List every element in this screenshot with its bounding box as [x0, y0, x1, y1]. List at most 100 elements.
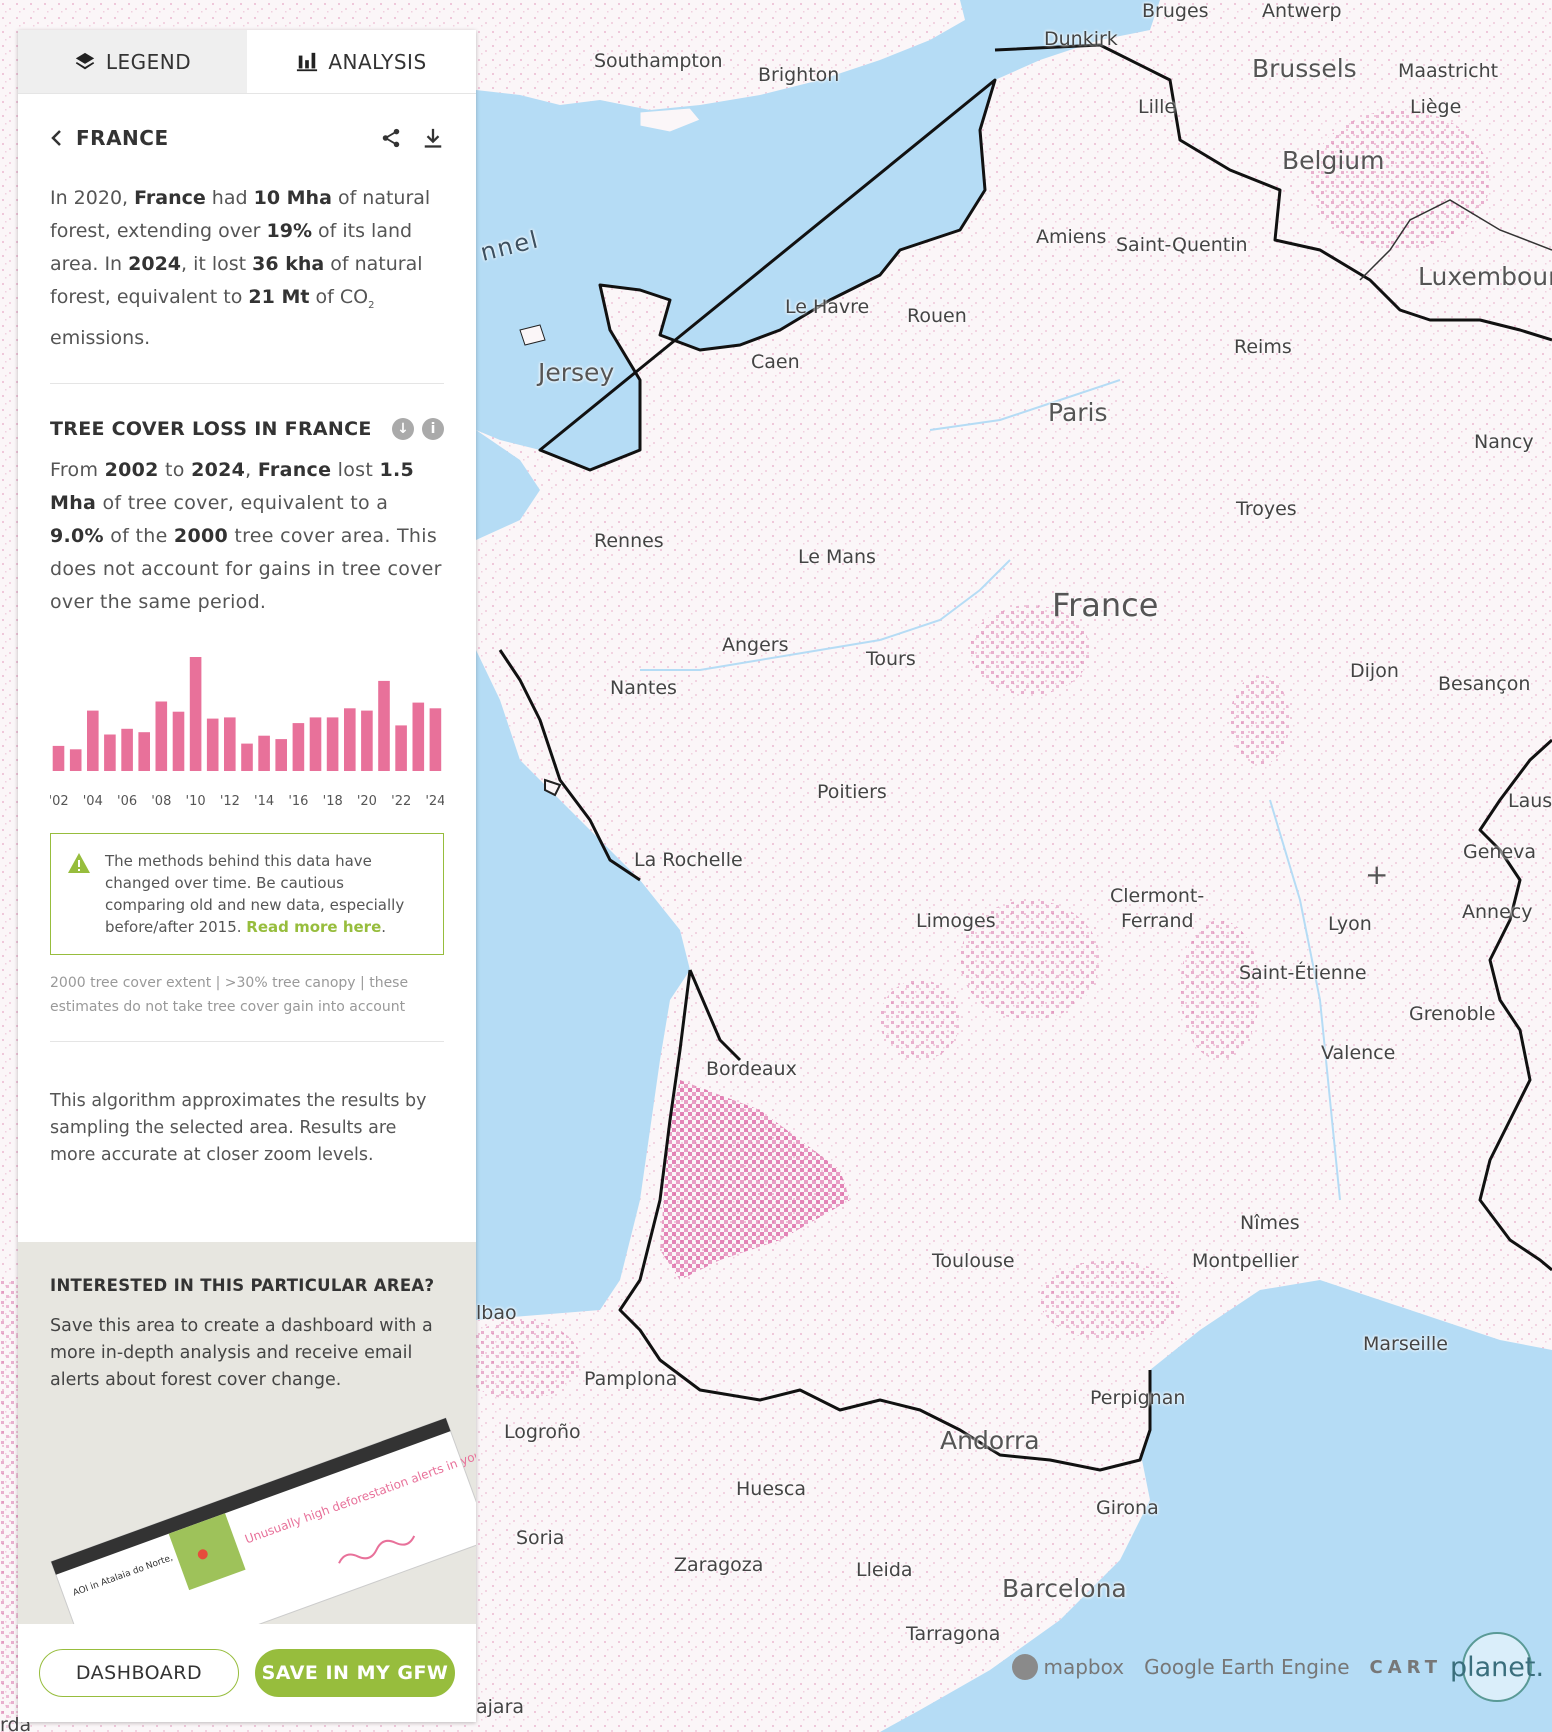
map-place-label: Troyes: [1236, 498, 1297, 520]
map-place-label: Besançon: [1438, 673, 1531, 695]
map-attribution: mapbox Google Earth Engine CART planet.: [1011, 1632, 1544, 1702]
chart-bar-2002[interactable]: [52, 745, 65, 771]
map-place-label: lbao: [476, 1302, 517, 1324]
chart-bar-2015[interactable]: [275, 738, 287, 771]
tab-legend[interactable]: LEGEND: [18, 30, 247, 93]
dashboard-button[interactable]: DASHBOARD: [39, 1649, 239, 1697]
layers-icon: [75, 52, 95, 69]
chart-bar-2003[interactable]: [69, 749, 82, 771]
map-place-label: Maastricht: [1398, 60, 1499, 82]
chart-bar-2024[interactable]: [429, 708, 442, 771]
chevron-left-icon: [51, 130, 61, 146]
save-in-my-gfw-button[interactable]: SAVE IN MY GFW: [255, 1649, 455, 1697]
chart-bar-2012[interactable]: [224, 717, 236, 771]
chart-tick-label: '22: [391, 794, 411, 809]
chart-bar-2017[interactable]: [309, 717, 322, 771]
save-area-promo: INTERESTED IN THIS PARTICULAR AREA? Save…: [18, 1242, 476, 1624]
chart-bar-2018[interactable]: [326, 717, 339, 771]
map-place-label: Saint-Étienne: [1239, 962, 1367, 984]
widget-sentence: From 2002 to 2024, France lost 1.5 Mha o…: [50, 458, 442, 613]
map-place-label: Zaragoza: [674, 1554, 764, 1576]
bar-chart-icon: [297, 52, 318, 71]
tab-analysis[interactable]: ANALYSIS: [247, 30, 476, 93]
map-place-label: Dunkirk: [1044, 28, 1118, 50]
chart-bar-2006[interactable]: [121, 728, 133, 771]
map-place-label: Ferrand: [1121, 910, 1194, 932]
chart-tick-label: '02: [50, 794, 69, 809]
panel-actions: DASHBOARD SAVE IN MY GFW: [18, 1624, 476, 1722]
map-place-label: Saint-Quentin: [1116, 234, 1248, 256]
map-place-label: Huesca: [736, 1478, 807, 1500]
map-place-label: Laus: [1508, 790, 1552, 812]
read-more-link[interactable]: Read more here: [246, 917, 382, 936]
chart-bar-2008[interactable]: [155, 701, 168, 771]
map-place-label: ajara: [476, 1696, 525, 1718]
map-place-label: Toulouse: [932, 1250, 1015, 1272]
map-place-label: Le Mans: [798, 546, 876, 568]
chart-bar-2011[interactable]: [206, 718, 219, 771]
share-icon[interactable]: [380, 127, 402, 149]
divider: [50, 1040, 444, 1042]
chart-tick-label: '16: [288, 794, 308, 809]
map-place-label: Nîmes: [1240, 1212, 1300, 1234]
mapbox-logo[interactable]: mapbox: [1011, 1654, 1125, 1680]
chart-tick-label: '06: [117, 794, 137, 809]
dashboard-preview-illustration: Unusually high deforestation alerts in y…: [50, 1413, 476, 1624]
map-place-label: Bruges: [1142, 0, 1209, 22]
map-place-label: Antwerp: [1262, 0, 1342, 22]
chart-bar-2016[interactable]: [292, 722, 305, 771]
map-crosshair-icon: +: [1365, 858, 1389, 891]
map-place-label: Lille: [1138, 96, 1177, 118]
map-place-label: Angers: [722, 634, 789, 656]
chart-tick-label: '20: [357, 794, 377, 809]
tree-cover-loss-chart[interactable]: '02 '04 '06 '08 '10 '12 '14 '16 '18 '20 '22 '24: [50, 641, 444, 811]
map-place-label: Perpignan: [1090, 1387, 1186, 1409]
map-place-label: Jersey: [538, 358, 615, 387]
planet-logo[interactable]: planet.: [1450, 1632, 1544, 1702]
data-warning-box: The methods behind this data have change…: [50, 832, 444, 955]
tab-legend-label: LEGEND: [105, 49, 192, 74]
chart-bar-2021[interactable]: [378, 680, 390, 771]
map-place-label: Geneva: [1463, 841, 1537, 863]
map-place-label: Girona: [1096, 1497, 1159, 1519]
map-place-label: Lleida: [856, 1559, 913, 1581]
chart-tick-label: '08: [151, 794, 171, 809]
map-place-label: Luxembour: [1418, 262, 1552, 291]
chart-bar-2007[interactable]: [138, 731, 150, 771]
info-icon[interactable]: i: [422, 417, 444, 440]
map-place-label: La Rochelle: [634, 849, 743, 871]
panel-tabs: LEGEND ANALYSIS: [18, 30, 476, 94]
map-place-label: France: [1052, 586, 1159, 624]
download-icon[interactable]: [422, 127, 444, 149]
map-place-label: Valence: [1321, 1042, 1396, 1064]
chart-bar-2004[interactable]: [87, 710, 99, 771]
map-place-label: Le Havre: [785, 296, 870, 318]
chart-bar-2020[interactable]: [361, 710, 373, 771]
back-button[interactable]: FRANCE: [50, 126, 169, 150]
widget-download-icon[interactable]: ↓: [392, 417, 414, 440]
promo-text: Save this area to create a dashboard wit…: [50, 1316, 433, 1390]
mapbox-label: mapbox: [1043, 1655, 1125, 1679]
map-place-label: Montpellier: [1192, 1250, 1299, 1272]
chart-tick-label: '10: [186, 794, 206, 809]
map-place-label: Brussels: [1252, 54, 1357, 83]
chart-bar-2019[interactable]: [344, 708, 356, 771]
map-place-label: Rouen: [907, 305, 967, 327]
chart-bar-2022[interactable]: [395, 725, 407, 771]
warning-text: The methods behind this data have change…: [105, 851, 405, 936]
carto-logo[interactable]: CART: [1369, 1656, 1442, 1678]
chart-bar-2023[interactable]: [412, 702, 425, 771]
chart-bar-2005[interactable]: [104, 734, 116, 771]
tab-analysis-label: ANALYSIS: [328, 49, 427, 74]
map-place-label: Marseille: [1363, 1333, 1448, 1355]
map-place-label: Grenoble: [1409, 1003, 1496, 1025]
chart-bar-2014[interactable]: [258, 735, 270, 771]
chart-bar-2009[interactable]: [172, 711, 185, 771]
chart-bar-2013[interactable]: [241, 743, 253, 771]
chart-bar-2010[interactable]: [189, 656, 202, 771]
summary-sentence: In 2020, France had 10 Mha of natural fo…: [50, 187, 431, 349]
google-earth-engine-logo[interactable]: Google Earth Engine: [1144, 1655, 1350, 1679]
side-panel: LEGEND ANALYSIS FRANCE: [18, 30, 476, 1722]
promo-title: INTERESTED IN THIS PARTICULAR AREA?: [50, 1276, 435, 1295]
map-place-label: Clermont-: [1110, 885, 1205, 907]
